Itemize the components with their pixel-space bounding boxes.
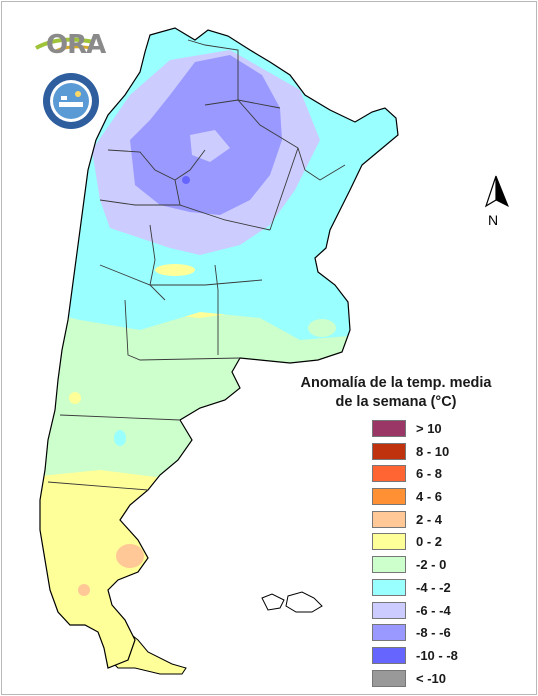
legend-swatch <box>372 465 406 483</box>
legend-label: -10 - -8 <box>416 647 458 663</box>
ora-logo: ORA <box>34 30 106 62</box>
legend-swatch <box>372 556 406 574</box>
north-arrow-icon <box>484 175 509 208</box>
legend-swatch <box>372 420 406 437</box>
smn-logo <box>42 72 100 130</box>
country-outline <box>39 27 399 669</box>
legend-swatch <box>372 578 406 596</box>
legend-label: < -10 <box>416 670 446 686</box>
smn-seal-icon <box>43 73 99 129</box>
legend-swatch <box>372 601 406 619</box>
legend-label: -4 - -2 <box>416 579 451 595</box>
legend-swatch <box>372 533 406 551</box>
legend-swatch <box>372 510 406 528</box>
legend-label: -2 - 0 <box>416 557 447 573</box>
province-boundaries <box>47 39 346 491</box>
ora-wordmark: ORA <box>46 30 106 60</box>
legend-title-line2: de la semana (°C) <box>335 394 457 410</box>
legend-title: Anomalía de la temp. media de la semana … <box>290 374 502 412</box>
north-label: N <box>488 212 499 228</box>
legend-swatch <box>372 669 406 687</box>
legend-label: -6 - -4 <box>416 602 451 618</box>
legend-label: 0 - 2 <box>416 534 443 550</box>
legend-swatch <box>372 646 406 664</box>
legend-label: -8 - -6 <box>416 625 451 641</box>
legend-label: 4 - 6 <box>416 489 443 505</box>
legend-swatch <box>372 488 406 506</box>
legend-swatch <box>372 442 406 460</box>
malvinas-islands <box>261 591 323 613</box>
legend-label: 2 - 4 <box>416 511 443 527</box>
legend-label: 8 - 10 <box>416 443 450 459</box>
ora-swoosh-icon <box>35 37 95 54</box>
legend-label: 6 - 8 <box>416 466 443 482</box>
legend-label: > 10 <box>416 421 442 436</box>
legend-swatch <box>372 624 406 642</box>
legend-title-line1: Anomalía de la temp. media <box>300 375 492 391</box>
